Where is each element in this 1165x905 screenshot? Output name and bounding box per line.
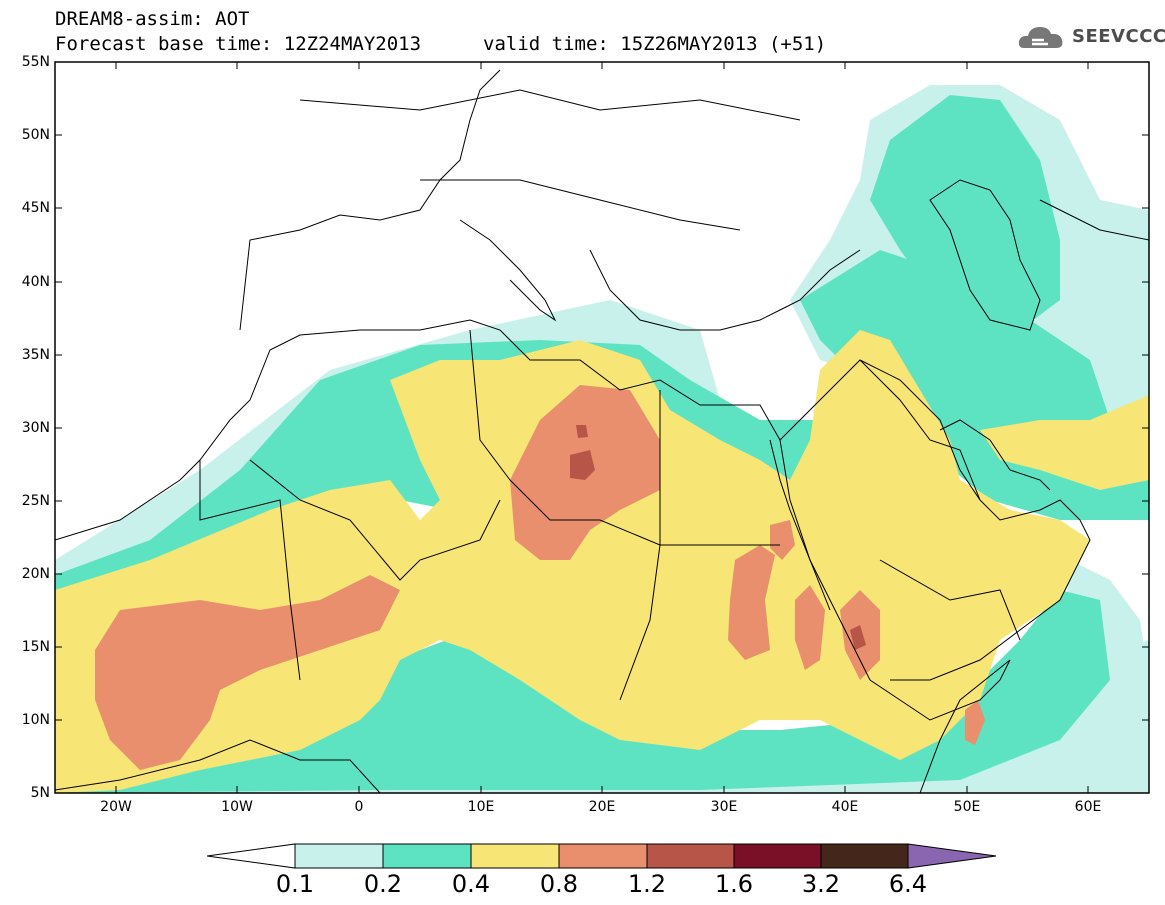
persian-gulf bbox=[939, 419, 1051, 491]
cloud-icon bbox=[1018, 27, 1063, 48]
colorbar-label: 1.6 bbox=[714, 870, 754, 898]
lat-label: 10N bbox=[21, 712, 50, 728]
border-5 bbox=[859, 359, 981, 501]
colorbar-label: 3.2 bbox=[801, 870, 841, 898]
aot-1.2-libya bbox=[570, 450, 595, 480]
africa-west-bulge bbox=[55, 739, 381, 793]
lat-label: 40N bbox=[21, 274, 50, 290]
chart-title: DREAM8-assim: AOT bbox=[55, 8, 250, 30]
africa-coast bbox=[55, 319, 1011, 793]
lat-label: 30N bbox=[21, 420, 50, 436]
lon-label: 10W bbox=[221, 799, 253, 815]
coastlines bbox=[55, 69, 1149, 793]
colorbar-label: 6.4 bbox=[888, 870, 928, 898]
aot-0.8-sudan-small bbox=[770, 520, 795, 560]
border-7 bbox=[299, 89, 801, 121]
aot-1.2-yemen bbox=[850, 625, 866, 650]
aot-0.8-somalia bbox=[965, 700, 985, 745]
lon-label: 20E bbox=[588, 799, 616, 815]
forecast-base-time: Forecast base time: 12Z24MAY2013 bbox=[55, 33, 422, 55]
lon-label: 50E bbox=[953, 799, 981, 815]
aot-0.8-sudan bbox=[728, 545, 775, 660]
border-8 bbox=[420, 179, 741, 231]
aot-fields bbox=[55, 85, 1149, 793]
aot-1.2-libya-small bbox=[576, 425, 588, 438]
colorbar-label: 0.1 bbox=[275, 870, 315, 898]
lon-label: 20W bbox=[100, 799, 132, 815]
lon-label: 30E bbox=[710, 799, 738, 815]
lat-label: 35N bbox=[21, 347, 50, 363]
lat-label: 45N bbox=[21, 200, 50, 216]
greece-turkey-coast bbox=[589, 249, 861, 331]
lon-label: 10E bbox=[467, 799, 495, 815]
italy-coast bbox=[459, 219, 557, 322]
lat-label: 50N bbox=[21, 127, 50, 143]
aot-0.4-sahara bbox=[55, 330, 1090, 793]
valid-time: valid time: 15Z26MAY2013 (+51) bbox=[483, 33, 827, 55]
colorbar-label: 0.2 bbox=[363, 870, 403, 898]
arabia-coast bbox=[779, 359, 1091, 681]
lon-label: 40E bbox=[831, 799, 859, 815]
axis-ticks bbox=[55, 61, 1149, 794]
aot-0.8-westafrica bbox=[95, 575, 400, 770]
logo-text: SEEVCCC bbox=[1072, 26, 1165, 47]
lon-label: 60E bbox=[1074, 799, 1102, 815]
red-sea-west bbox=[769, 439, 831, 611]
border-6 bbox=[879, 559, 1021, 641]
lat-label: 5N bbox=[30, 785, 50, 801]
border-3 bbox=[619, 390, 661, 701]
lat-label: 20N bbox=[21, 566, 50, 582]
colorbar-label: 0.8 bbox=[539, 870, 579, 898]
lat-label: 25N bbox=[21, 493, 50, 509]
border-1 bbox=[249, 459, 501, 581]
colorbar-label: 0.4 bbox=[451, 870, 491, 898]
europe-coast bbox=[239, 69, 501, 331]
aot-0.4-gulf bbox=[980, 395, 1149, 490]
seevccc-logo: SEEVCCC bbox=[1018, 22, 1165, 54]
lon-label: 0 bbox=[354, 799, 364, 815]
lat-label: 55N bbox=[21, 54, 50, 70]
aot-0.8-eritrea bbox=[795, 585, 825, 670]
caspian-coast bbox=[929, 179, 1041, 331]
lat-label: 15N bbox=[21, 639, 50, 655]
border-4 bbox=[199, 460, 301, 681]
border-9 bbox=[1039, 199, 1149, 241]
colorbar-label: 1.2 bbox=[627, 870, 667, 898]
